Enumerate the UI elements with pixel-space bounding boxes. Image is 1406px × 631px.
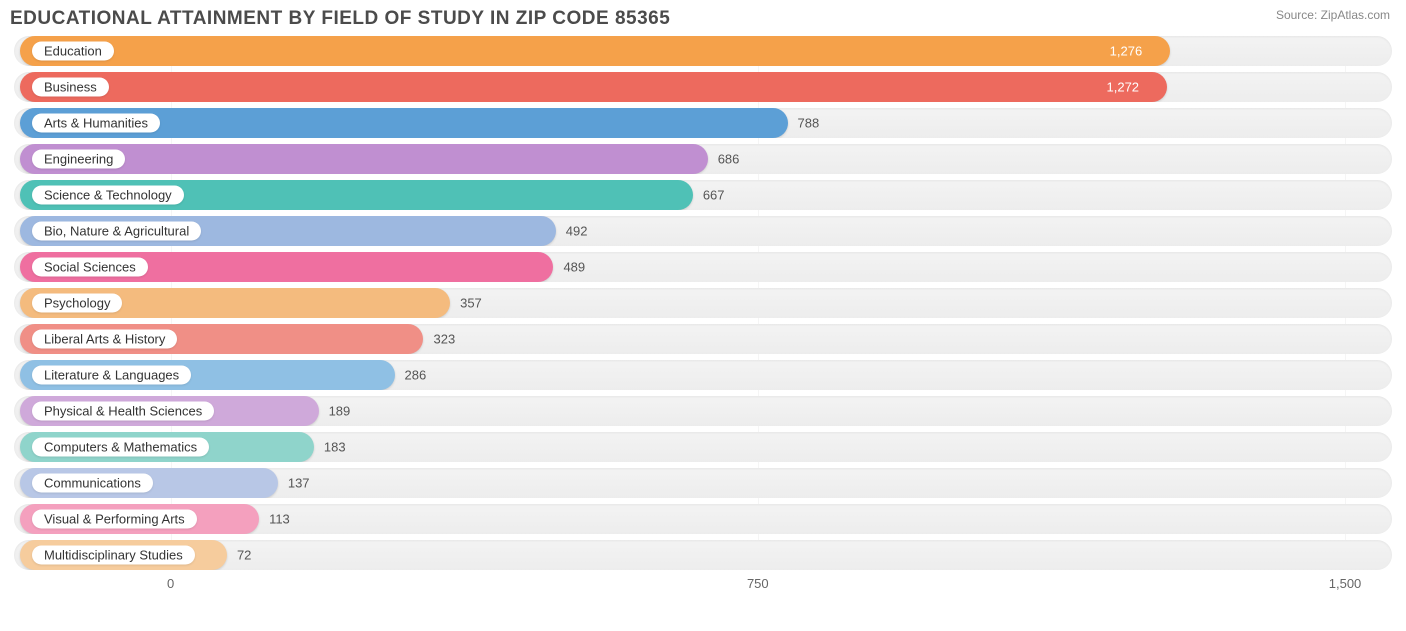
bar-label: Education (32, 42, 114, 61)
chart-header: EDUCATIONAL ATTAINMENT BY FIELD OF STUDY… (0, 0, 1406, 36)
bar-row: Liberal Arts & History 323 (14, 324, 1392, 354)
bar-label: Psychology (32, 294, 122, 313)
bar-label: Communications (32, 474, 153, 493)
bar-value: 189 (329, 404, 351, 419)
bar-fill (20, 36, 1170, 66)
bar-track (14, 396, 1392, 426)
chart-title: EDUCATIONAL ATTAINMENT BY FIELD OF STUDY… (10, 8, 670, 30)
bar-row: Science & Technology 667 (14, 180, 1392, 210)
bar-row: Communications 137 (14, 468, 1392, 498)
bars-wrap: Education 1,276 Business 1,272 Arts & Humani… (14, 36, 1392, 570)
bar-row: Multidisciplinary Studies 72 (14, 540, 1392, 570)
bar-row: Psychology 357 (14, 288, 1392, 318)
bar-value: 492 (566, 224, 588, 239)
bar-value: 1,272 (1107, 80, 1140, 95)
bar-track (14, 144, 1392, 174)
bar-row: Computers & Mathematics 183 (14, 432, 1392, 462)
bar-track (14, 468, 1392, 498)
bar-row: Bio, Nature & Agricultural 492 (14, 216, 1392, 246)
bar-value: 113 (269, 512, 290, 527)
bar-track (14, 36, 1392, 66)
bar-label: Computers & Mathematics (32, 438, 209, 457)
bar-label: Multidisciplinary Studies (32, 546, 195, 565)
bar-label: Business (32, 78, 109, 97)
bar-label: Visual & Performing Arts (32, 510, 197, 529)
bar-value: 1,276 (1110, 44, 1143, 59)
bar-label: Literature & Languages (32, 366, 191, 385)
bar-row: Social Sciences 489 (14, 252, 1392, 282)
bar-row: Literature & Languages 286 (14, 360, 1392, 390)
x-axis-tick: 750 (747, 576, 769, 591)
x-axis-tick: 1,500 (1329, 576, 1362, 591)
bar-value: 489 (563, 260, 585, 275)
bar-track (14, 432, 1392, 462)
chart-source: Source: ZipAtlas.com (1276, 8, 1390, 22)
bar-track (14, 360, 1392, 390)
bar-track (14, 504, 1392, 534)
bar-fill (20, 72, 1167, 102)
chart-area: Education 1,276 Business 1,272 Arts & Humani… (0, 36, 1406, 570)
bar-value: 72 (237, 548, 251, 563)
bar-row: Engineering 686 (14, 144, 1392, 174)
bar-value: 788 (798, 116, 820, 131)
bar-row: Business 1,272 (14, 72, 1392, 102)
bar-track (14, 324, 1392, 354)
bar-value: 686 (718, 152, 740, 167)
bar-label: Social Sciences (32, 258, 148, 277)
bar-track (14, 216, 1392, 246)
bar-track (14, 108, 1392, 138)
bar-track (14, 252, 1392, 282)
bar-label: Physical & Health Sciences (32, 402, 214, 421)
bar-label: Science & Technology (32, 186, 184, 205)
bar-value: 357 (460, 296, 482, 311)
x-axis: 0 750 1,500 (14, 576, 1392, 606)
bar-value: 323 (433, 332, 455, 347)
bar-label: Bio, Nature & Agricultural (32, 222, 201, 241)
bar-label: Liberal Arts & History (32, 330, 177, 349)
x-axis-tick: 0 (167, 576, 174, 591)
bar-row: Arts & Humanities 788 (14, 108, 1392, 138)
bar-value: 667 (703, 188, 725, 203)
bar-label: Arts & Humanities (32, 114, 160, 133)
bar-row: Visual & Performing Arts 113 (14, 504, 1392, 534)
bar-track (14, 72, 1392, 102)
bar-row: Education 1,276 (14, 36, 1392, 66)
bar-value: 137 (288, 476, 310, 491)
bar-label: Engineering (32, 150, 125, 169)
bar-value: 286 (405, 368, 427, 383)
bar-track (14, 540, 1392, 570)
bar-row: Physical & Health Sciences 189 (14, 396, 1392, 426)
bar-value: 183 (324, 440, 346, 455)
bar-track (14, 288, 1392, 318)
